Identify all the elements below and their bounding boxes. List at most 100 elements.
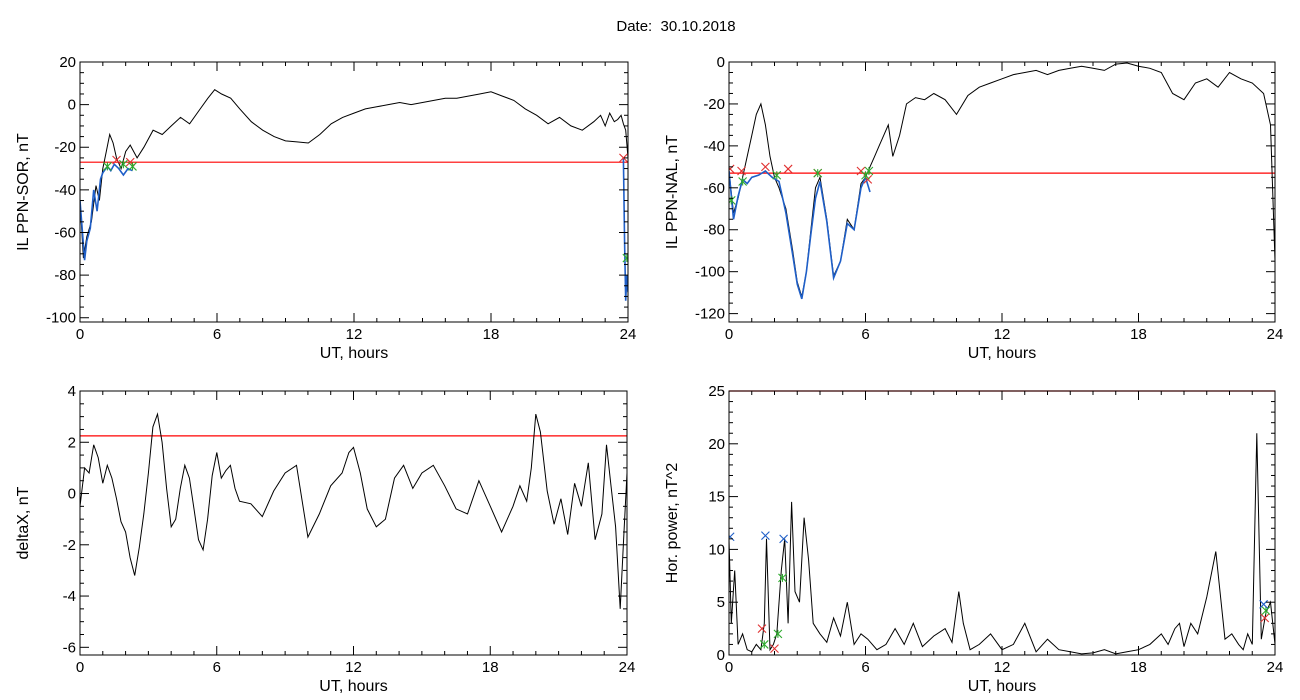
y-axis-label: IL PPN-SOR, nT [15,133,32,251]
red-marker [770,644,779,654]
y-axis-label: deltaX, nT [15,486,32,559]
red-marker [737,166,746,176]
x-tick-label: 18 [1130,326,1147,343]
event-line [622,157,628,301]
x-tick-label: 12 [994,659,1011,676]
green-marker [773,629,783,639]
y-tick-label: 0 [717,54,725,71]
y-tick-label: 20 [59,54,76,71]
red-marker [783,164,793,174]
y-tick-label: -60 [703,180,725,197]
red-marker [757,624,767,633]
y-tick-label: -40 [703,138,725,155]
y-tick-label: 5 [717,594,725,611]
panel-il-nal: 0 6 12 18 24 0 -20 -40 -60 -80 -100 -120 UT, hours IL… [664,54,1283,362]
green-marker [1261,606,1271,616]
x-tick-label: 24 [1267,659,1284,676]
y-tick-label: -6 [63,639,76,656]
signal-line [729,62,1275,297]
green-marker [864,166,874,176]
y-tick-label: 15 [708,489,725,506]
y-tick-label: -80 [703,222,725,239]
red-marker [1260,613,1270,623]
y-tick-label: -100 [46,310,76,327]
x-tick-label: 0 [76,326,84,343]
plot-area [729,62,1275,300]
signal-line [729,433,1275,655]
red-marker [729,164,735,174]
x-tick-label: 18 [482,659,499,676]
x-axis-label: UT, hours [968,345,1036,362]
green-marker [118,159,128,169]
blue-marker [1259,599,1269,609]
y-tick-label: -60 [54,224,76,241]
panel-delta-x: 0 6 12 18 24 4 2 0 -2 -4 -6 UT, hours deltaX, nT [15,383,635,695]
x-axis-label: UT, hours [968,678,1036,695]
y-tick-label: 25 [708,383,725,400]
x-tick-label: 12 [345,659,362,676]
x-tick-label: 0 [76,659,84,676]
x-tick-label: 6 [213,659,221,676]
red-marker [619,153,628,163]
x-tick-label: 0 [725,326,733,343]
x-tick-label: 0 [725,659,733,676]
y-tick-label: -20 [703,96,725,113]
plot-area [729,433,1275,655]
x-tick-label: 24 [619,659,636,676]
y-tick-label: -40 [54,182,76,199]
x-tick-label: 12 [994,326,1011,343]
x-tick-label: 18 [483,326,500,343]
x-tick-label: 12 [346,326,363,343]
y-tick-label: 2 [68,434,76,451]
y-tick-label: -100 [695,264,725,281]
y-tick-label: -2 [63,537,76,554]
green-marker [622,253,628,263]
x-axis-label: UT, hours [320,345,388,362]
green-marker [772,170,782,180]
y-tick-label: 0 [717,647,725,664]
plot-frame [728,390,1276,656]
plot-frame [79,390,628,656]
signal-line [80,412,627,609]
panel-hor-power: 0 6 12 18 24 0 5 10 15 20 25 UT, hours Hor. power, n… [664,383,1283,695]
plot-area [80,89,628,301]
event-line [80,163,133,261]
x-axis-label: UT, hours [319,678,387,695]
green-marker [738,177,748,186]
signal-line [80,89,628,259]
x-tick-label: 18 [1130,659,1147,676]
y-axis-label: Hor. power, nT^2 [664,463,681,584]
x-tick-label: 6 [213,326,221,343]
event-line [729,169,871,300]
green-marker [861,170,870,180]
blue-marker [729,532,735,542]
y-tick-label: -4 [63,588,76,605]
red-marker [761,162,770,172]
red-marker [112,155,121,165]
green-marker [103,162,112,171]
green-marker [729,195,736,205]
blue-marker [761,531,770,541]
y-tick-label: 4 [68,383,76,400]
green-marker [778,573,787,583]
x-tick-label: 24 [620,326,637,343]
y-tick-label: -20 [54,139,76,156]
x-tick-label: 24 [1267,326,1284,343]
green-marker [813,168,823,178]
plot-frame [728,61,1276,323]
y-tick-label: 0 [68,97,76,114]
plot-area [80,412,627,609]
y-tick-label: 0 [68,486,76,503]
y-tick-label: -80 [54,267,76,284]
y-tick-label: 20 [708,436,725,453]
x-tick-label: 6 [861,659,869,676]
y-axis-label: IL PPN-NAL, nT [664,135,681,249]
y-tick-label: -120 [695,306,725,323]
panel-il-sor: 0 6 12 18 24 20 0 -20 -40 -60 -80 -100 UT, hours IL P… [15,54,636,362]
green-marker [759,640,769,649]
x-tick-label: 6 [861,326,869,343]
green-marker [128,162,137,171]
page-title: Date: 30.10.2018 [616,18,736,35]
blue-marker [779,534,788,544]
